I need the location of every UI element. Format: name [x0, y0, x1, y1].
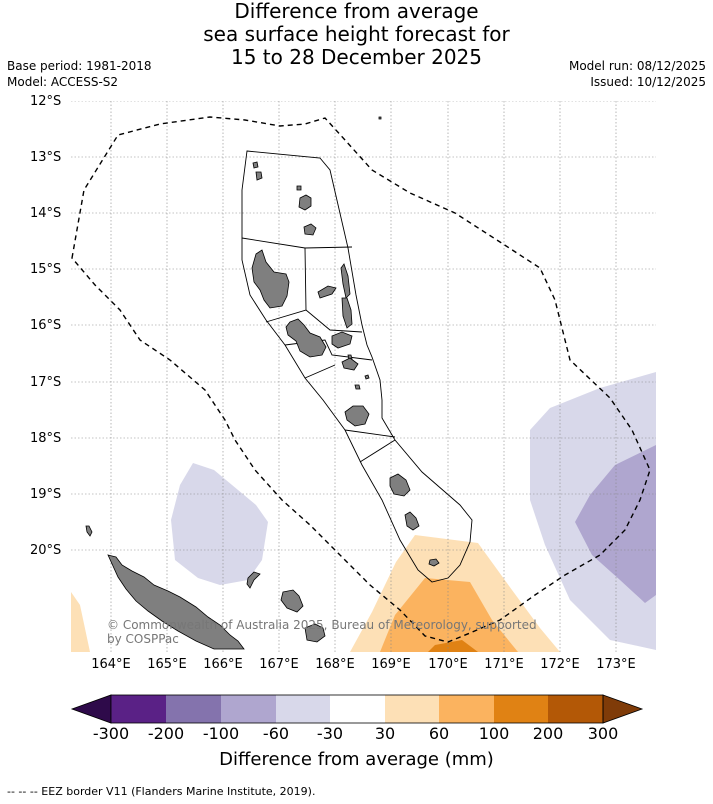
island-ambrym [331, 331, 353, 349]
colorbar-bin-100-200 [494, 695, 548, 723]
anomaly-negative-medium-east [575, 445, 656, 603]
anomaly-positive-medium [380, 578, 518, 652]
colorbar-label-neg30: -30 [316, 724, 344, 743]
island-tanna [404, 511, 420, 531]
copyright-line-1: © Commonwealth of Australia 2025, Bureau… [107, 618, 537, 632]
island-lifou [280, 589, 304, 613]
title-line-1: Difference from average [234, 0, 479, 23]
colorbar-label-60: 60 [428, 724, 450, 743]
island-shepherds [364, 374, 370, 380]
island-erromango [389, 473, 411, 497]
issued-date: Issued: 10/12/2025 [590, 75, 706, 89]
anomaly-positive-light-sw [71, 592, 90, 652]
colorbar-extend-low [70, 694, 112, 724]
lat-label-20s: 20°S [30, 543, 62, 558]
lon-label-169e: 169°E [371, 657, 411, 672]
title-line-3: 15 to 28 December 2025 [230, 45, 482, 69]
island-ouvea [246, 571, 261, 589]
colorbar-bin-neg-60-30 [276, 695, 330, 723]
colorbar-bin-60-100 [439, 695, 494, 723]
colorbar-bin-neg-200-100 [166, 695, 221, 723]
island-gaua [298, 194, 312, 211]
model-run: Model run: 08/12/2025 [568, 59, 706, 73]
lon-label-173e: 173°E [596, 657, 636, 672]
colorbar-title: Difference from average (mm) [219, 749, 494, 770]
colorbar-label-30: 30 [374, 724, 396, 743]
colorbar-label-neg60: -60 [262, 724, 290, 743]
meta-left: Base period: 1981-2018 Model: ACCESS-S2 [7, 58, 152, 90]
vanuatu-islands [251, 116, 440, 567]
island-pentecost [341, 297, 353, 329]
island-vanua-lava [296, 185, 302, 191]
anomaly-negative-light-west [171, 463, 268, 585]
lat-label-16s: 16°S [30, 318, 62, 333]
colorbar-bin-30-60 [385, 695, 439, 723]
island-aoba [317, 285, 337, 299]
island-emae [354, 384, 361, 390]
lat-label-13s: 13°S [30, 150, 62, 165]
island-espiritu-santo [251, 249, 290, 309]
colorbar-bin-200-300 [548, 695, 603, 723]
lat-label-17s: 17°S [30, 375, 62, 390]
lon-label-165e: 165°E [147, 657, 187, 672]
copyright-line-2: by COSPPac [107, 632, 179, 646]
lat-label-19s: 19°S [30, 487, 62, 502]
colorbar [70, 694, 644, 724]
island-grande-terre [107, 554, 245, 650]
anomaly-positive-strong [428, 640, 478, 652]
lat-label-18s: 18°S [30, 431, 62, 446]
lon-label-171e: 171°E [484, 657, 524, 672]
lon-label-172e: 172°E [540, 657, 580, 672]
lat-label-14s: 14°S [30, 206, 62, 221]
colorbar-label-100: 100 [478, 724, 510, 743]
colorbar-bin-neg-100-60 [221, 695, 276, 723]
colorbar-bin-neg-30-30 [330, 695, 385, 723]
island-maewo [340, 263, 351, 299]
island-efate [344, 405, 370, 427]
colorbar-label-200: 200 [532, 724, 564, 743]
island-mare [304, 623, 326, 643]
island-ureparapara [255, 171, 263, 181]
lon-label-170e: 170°E [428, 657, 468, 672]
map-title: Difference from average sea surface heig… [0, 0, 713, 69]
map-area: © Commonwealth of Australia 2025, Bureau… [71, 101, 656, 652]
lon-label-167e: 167°E [259, 657, 299, 672]
model-name: Model: ACCESS-S2 [7, 75, 119, 89]
new-caledonia [85, 525, 326, 650]
eez-border [71, 116, 651, 643]
island-small-north [378, 116, 382, 120]
island-torres [252, 161, 259, 169]
colorbar-label-300: 300 [587, 724, 619, 743]
island-malakula [285, 318, 327, 358]
island-anatom [428, 558, 440, 567]
colorbar-extend-high [602, 694, 644, 724]
colorbar-bin-neg-300-200 [111, 695, 166, 723]
island-merelava [303, 223, 317, 236]
lon-label-164e: 164°E [91, 657, 131, 672]
lon-label-168e: 168°E [315, 657, 355, 672]
meta-right: Model run: 08/12/2025 Issued: 10/12/2025 [569, 58, 706, 90]
colorbar-label-neg100: -100 [202, 724, 240, 743]
island-epi [341, 357, 359, 371]
base-period: Base period: 1981-2018 [7, 59, 152, 73]
lat-label-15s: 15°S [30, 262, 62, 277]
island-belep [85, 525, 93, 537]
colorbar-label-neg300: -300 [92, 724, 130, 743]
colorbar-label-neg200: -200 [147, 724, 185, 743]
eez-legend: -- -- -- EEZ border V11 (Flanders Marine… [7, 785, 316, 798]
lat-label-12s: 12°S [30, 94, 62, 109]
lon-label-166e: 166°E [203, 657, 243, 672]
title-line-2: sea surface height forecast for [203, 22, 510, 46]
